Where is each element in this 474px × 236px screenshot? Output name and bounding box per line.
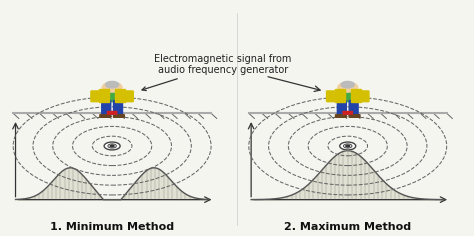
Polygon shape [351,89,361,102]
FancyBboxPatch shape [337,101,346,115]
FancyBboxPatch shape [349,101,358,115]
FancyBboxPatch shape [100,115,111,117]
Polygon shape [335,89,345,102]
Text: 2. Maximum Method: 2. Maximum Method [284,222,411,232]
Polygon shape [99,89,109,102]
FancyBboxPatch shape [349,115,360,117]
Circle shape [110,145,114,147]
Circle shape [104,142,120,150]
Circle shape [344,144,352,148]
Circle shape [340,142,356,150]
Circle shape [102,82,122,92]
FancyBboxPatch shape [343,111,353,114]
Circle shape [346,145,350,147]
FancyBboxPatch shape [108,111,117,114]
Circle shape [341,81,355,88]
FancyBboxPatch shape [91,91,100,102]
FancyBboxPatch shape [104,88,120,102]
FancyBboxPatch shape [327,91,336,102]
FancyBboxPatch shape [339,88,356,102]
FancyBboxPatch shape [336,115,346,117]
FancyBboxPatch shape [114,115,124,117]
Circle shape [108,144,117,148]
Circle shape [106,81,118,88]
Circle shape [338,82,357,92]
FancyBboxPatch shape [359,91,369,102]
Text: Electromagnetic signal from
audio frequency generator: Electromagnetic signal from audio freque… [142,54,292,91]
FancyBboxPatch shape [102,101,111,115]
Polygon shape [115,89,125,102]
Text: 1. Minimum Method: 1. Minimum Method [50,222,174,232]
FancyBboxPatch shape [124,91,133,102]
FancyBboxPatch shape [114,101,122,115]
